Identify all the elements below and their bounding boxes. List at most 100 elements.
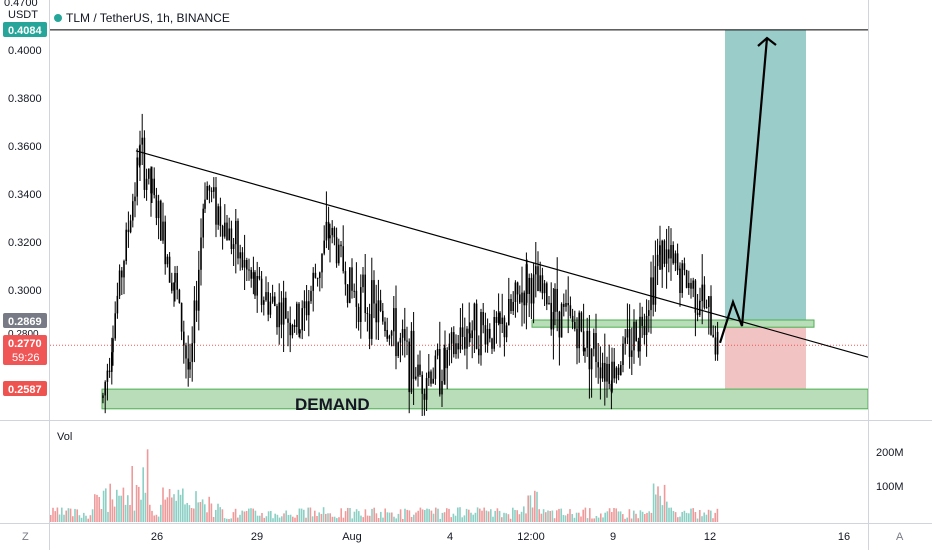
- candle-body: [430, 371, 432, 384]
- candle-body: [574, 322, 576, 329]
- volume-bar: [564, 515, 567, 522]
- candle-body: [224, 222, 226, 237]
- candle-body: [626, 329, 629, 338]
- time-axis[interactable]: 26 29 Aug 4 12:00 9 12 16: [151, 531, 850, 543]
- candle-body: [112, 338, 114, 353]
- volume-bar: [94, 494, 96, 522]
- volume-bar: [118, 495, 120, 522]
- volume-bar: [690, 508, 692, 522]
- volume-bar: [582, 509, 584, 522]
- volume-bar: [80, 517, 83, 522]
- volume-bar: [646, 512, 648, 522]
- candle-body: [164, 221, 166, 265]
- candle-body: [289, 322, 291, 336]
- volume-bar: [633, 510, 635, 522]
- price-axis[interactable]: 0.4000 0.3800 0.3600 0.3400 0.3200 0.3000: [8, 45, 42, 297]
- volume-bar: [556, 510, 558, 522]
- candle-body: [631, 350, 633, 357]
- candle-body: [439, 349, 441, 395]
- auto-scale-button[interactable]: A: [896, 531, 904, 543]
- volume-bar: [505, 513, 507, 522]
- candle-body: [344, 271, 347, 285]
- candle-body: [148, 168, 150, 179]
- volume-bar: [597, 517, 600, 522]
- volume-bar: [241, 510, 243, 522]
- candle-body: [267, 292, 269, 315]
- volume-axis: 200M 100M: [876, 447, 904, 493]
- volume-bar: [254, 510, 257, 522]
- volume-bar: [523, 506, 525, 522]
- top-cut-label: 0.4700: [4, 0, 38, 9]
- volume-bar: [465, 508, 468, 522]
- volume-bar: [397, 513, 400, 522]
- partial-price-badge: 0.2800: [3, 329, 47, 340]
- candle-body: [151, 178, 153, 194]
- volume-bar: [593, 518, 595, 522]
- volume-bar: [644, 514, 646, 522]
- candle-body: [206, 186, 208, 200]
- candle-body: [136, 157, 138, 197]
- candle-body: [379, 300, 382, 311]
- candle-body: [371, 280, 373, 339]
- volume-bar: [201, 499, 204, 522]
- candle-body: [208, 186, 211, 191]
- volume-bar: [369, 515, 371, 522]
- volume-bar: [380, 511, 382, 522]
- volume-bar: [307, 507, 309, 522]
- candle-body: [298, 303, 300, 334]
- candle-body: [180, 302, 183, 332]
- candle-body: [174, 273, 176, 283]
- candle-body: [421, 374, 423, 394]
- candle-body: [584, 347, 586, 352]
- candle-body: [578, 312, 580, 349]
- candle-body: [521, 292, 523, 303]
- candle-body: [489, 328, 491, 339]
- last-price-badge: 0.2770 59:26: [3, 335, 47, 365]
- volume-bar: [252, 508, 254, 522]
- volume-bar: [272, 518, 274, 522]
- volume-bar: [536, 491, 538, 522]
- candle-body: [582, 331, 585, 352]
- candle-body: [258, 276, 261, 279]
- candle-body: [622, 343, 624, 365]
- volume-bar: [212, 517, 215, 522]
- volume-bar: [188, 505, 191, 522]
- volume-bar: [516, 510, 518, 522]
- candle-body: [256, 276, 258, 296]
- candle-body: [221, 225, 224, 237]
- symbol-title[interactable]: TLM / TetherUS, 1h, BINANCE: [54, 11, 230, 25]
- candle-body: [643, 326, 646, 336]
- volume-bar: [630, 518, 633, 522]
- volume-bar: [327, 513, 329, 522]
- volume-bar: [177, 489, 180, 522]
- volume-bar: [56, 507, 59, 522]
- candle-body: [710, 296, 712, 335]
- candle-body: [637, 341, 640, 352]
- candle-body: [659, 245, 661, 270]
- timezone-button[interactable]: Z: [22, 531, 29, 543]
- volume-bar: [140, 499, 142, 522]
- candle-body: [690, 282, 692, 289]
- volume-bar: [349, 508, 351, 522]
- volume-bar: [701, 516, 703, 522]
- candle-body: [250, 269, 252, 279]
- candle-body: [362, 274, 364, 288]
- volume-bar: [527, 495, 529, 522]
- volume-bar: [558, 508, 560, 522]
- candle-body: [434, 355, 437, 379]
- candle-body: [314, 272, 317, 278]
- candle-body: [425, 378, 428, 400]
- volume-bar: [208, 496, 210, 522]
- volume-bar: [243, 511, 246, 522]
- candle-body: [676, 253, 679, 271]
- volume-bar: [228, 519, 230, 522]
- candle-body: [299, 330, 301, 334]
- time-tick-label: 12:00: [517, 531, 545, 543]
- projection-arrowhead: [757, 36, 777, 47]
- volume-bar: [61, 507, 63, 522]
- volume-bar: [492, 516, 494, 522]
- candle-body: [650, 277, 652, 311]
- candle-body: [278, 302, 280, 328]
